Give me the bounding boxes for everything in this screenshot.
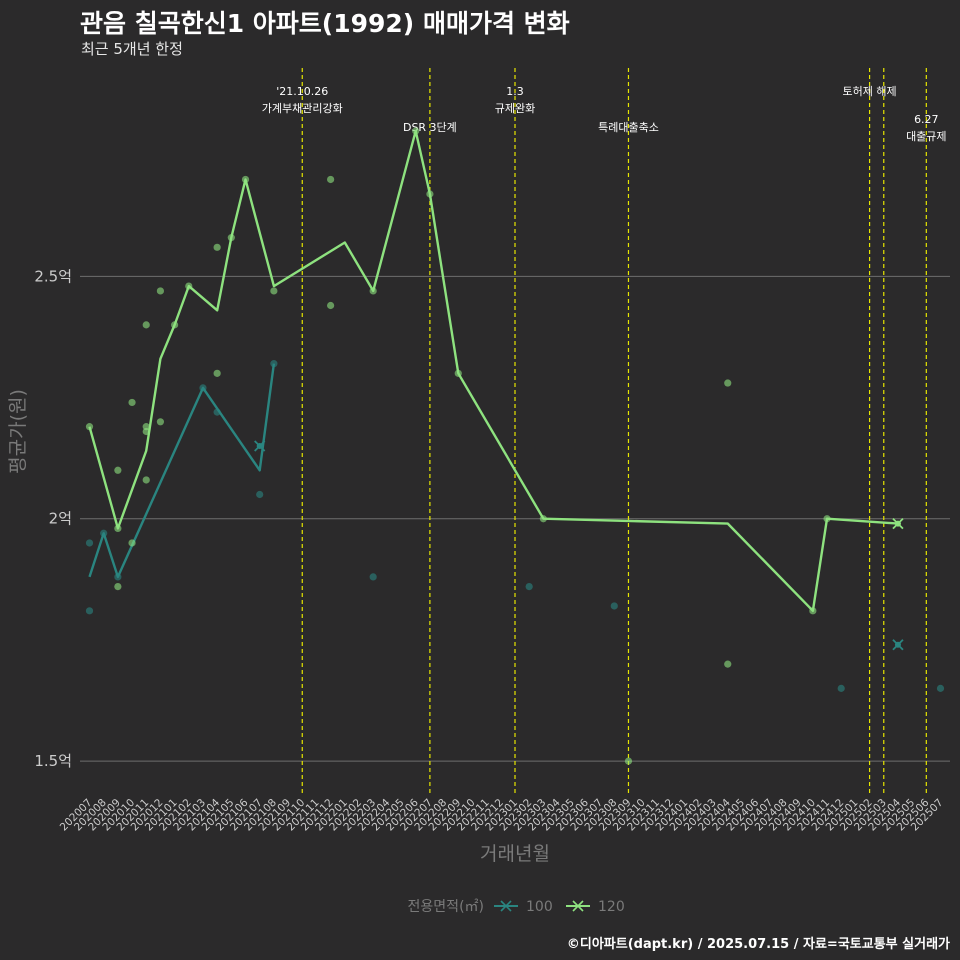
legend-item-120: 120 [566, 899, 625, 915]
y-tick-labels: 1.5억 2억 2.5억 [34, 267, 72, 770]
legend-marker [500, 900, 512, 912]
data-point [128, 539, 136, 547]
marker-dot [894, 520, 901, 527]
data-point [327, 175, 335, 184]
data-point [142, 321, 150, 329]
chart-subtitle: 최근 5개년 한정 [81, 40, 183, 58]
legend: 전용면적(㎡) 100 120 [408, 899, 625, 915]
data-point [156, 287, 165, 295]
data-point [213, 243, 221, 251]
event-label: 토허제 해제 [843, 84, 897, 98]
data-point [213, 369, 221, 377]
data-point [270, 287, 278, 295]
data-point [724, 379, 732, 387]
event-label: 1.3 [506, 85, 524, 98]
data-point [369, 573, 377, 581]
y-axis-title: 평균가(원) [7, 389, 29, 474]
data-point [724, 660, 732, 668]
data-point [85, 607, 94, 615]
data-point [156, 418, 165, 426]
event-label: DSR 3단계 [403, 121, 457, 134]
data-point [610, 602, 618, 610]
data-point [525, 582, 533, 591]
legend-title: 전용면적(㎡) [408, 899, 484, 915]
data-point [327, 301, 335, 310]
legend-label: 120 [598, 899, 625, 915]
series-line [88, 363, 276, 579]
marker-dot [256, 443, 263, 450]
data-point [837, 684, 845, 692]
data-point [936, 684, 945, 692]
event-label: 대출규제 [906, 130, 946, 143]
event-label: 특례대출축소 [598, 121, 659, 134]
data-point [256, 490, 264, 499]
source-footer: ©디아파트(dapt.kr) / 2025.07.15 / 자료=국토교통부 실… [566, 937, 950, 952]
x-tick-labels: 2020072020082020092020102020112020122021… [58, 796, 946, 833]
series-line [88, 129, 899, 612]
data-point [85, 423, 94, 431]
y-tick-label: 1.5억 [34, 752, 72, 770]
series-100 [85, 360, 945, 692]
data-point [624, 757, 633, 765]
data-point [114, 466, 122, 474]
marker-dot [894, 641, 901, 648]
legend-item-100: 100 [494, 899, 553, 915]
data-point [128, 398, 136, 407]
y-tick-label: 2억 [49, 510, 72, 528]
legend-label: 100 [526, 899, 553, 915]
event-label: 규제완화 [495, 102, 535, 115]
event-label: 6.27 [914, 113, 939, 126]
latest-marker [254, 440, 266, 452]
latest-marker [892, 639, 904, 651]
y-tick-label: 2.5억 [34, 267, 72, 285]
data-point [142, 476, 150, 484]
data-point [114, 582, 122, 591]
latest-marker [892, 517, 904, 530]
x-axis-title: 거래년월 [480, 843, 550, 865]
series-120 [85, 127, 904, 765]
legend-marker [572, 900, 584, 912]
event-label: '21.10.26 [276, 85, 328, 98]
chart-title: 관음 칠곡한신1 아파트(1992) 매매가격 변화 [80, 9, 570, 38]
event-label: 가계부채관리강화 [262, 102, 343, 115]
data-point [85, 539, 94, 547]
